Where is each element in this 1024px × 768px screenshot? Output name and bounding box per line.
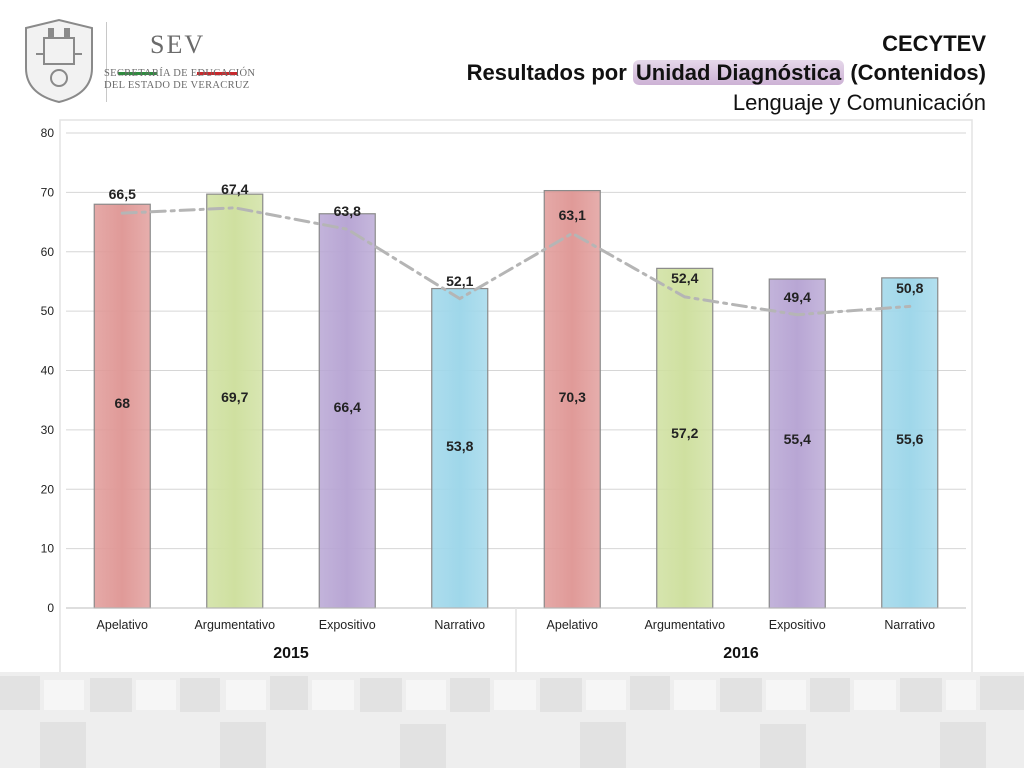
bar: [206, 193, 264, 609]
y-tick-label: 0: [47, 601, 54, 615]
bar-value-label: 68: [114, 395, 130, 411]
line-value-label: 49,4: [784, 289, 811, 305]
bar-value-label: 55,4: [784, 431, 811, 447]
x-tick-label: Narrativo: [884, 618, 935, 632]
line-value-label: 63,8: [334, 203, 361, 219]
y-tick-label: 30: [41, 423, 55, 437]
y-tick-label: 50: [41, 304, 55, 318]
y-tick-label: 40: [41, 364, 55, 378]
bar-value-label: 55,6: [896, 431, 923, 447]
data-labels: 68 69,7 66,4 53,8 70,3 57,2 55,4 55,6 66,5 67,4 63…: [109, 181, 924, 454]
y-axis: 0 10 20 30 40 50 60 70 80: [41, 126, 55, 615]
x-axis: Apelativo Argumentativo Expositivo Narrativ…: [66, 607, 966, 672]
org-title: CECYTEV: [882, 31, 986, 56]
bar: [656, 267, 714, 609]
bar: [431, 287, 489, 609]
line-value-label: 67,4: [221, 181, 248, 197]
bar-value-label: 53,8: [446, 438, 473, 454]
subtitle-highlight: Unidad Diagnóstica: [632, 60, 845, 85]
line-value-label: 52,4: [671, 270, 698, 286]
y-tick-label: 60: [41, 245, 55, 259]
subtitle-prefix: Resultados por: [466, 60, 633, 85]
x-tick-label: Expositivo: [319, 618, 376, 632]
bar-value-label: 69,7: [221, 389, 248, 405]
bar-value-label: 57,2: [671, 425, 698, 441]
decorative-floor: [0, 672, 1024, 768]
bar: [881, 277, 939, 609]
chart-frame: [59, 119, 973, 677]
line-value-label: 50,8: [896, 280, 923, 296]
x-tick-label: Narrativo: [434, 618, 485, 632]
bar: [543, 189, 601, 609]
x-tick-label: Argumentativo: [644, 618, 725, 632]
y-tick-label: 10: [41, 542, 55, 556]
sev-name-line2: DEL ESTADO DE VERACRUZ: [104, 80, 250, 91]
bar: [318, 213, 376, 609]
sev-logo: [14, 14, 264, 106]
line-value-label: 52,1: [446, 273, 473, 289]
subject-area: Lenguaje y Comunicación: [732, 90, 986, 115]
veracruz-shield-icon: [25, 18, 93, 104]
bar: [768, 278, 826, 609]
line-value-label: 66,5: [109, 186, 136, 202]
x-tick-label: Apelativo: [97, 618, 148, 632]
sev-wordmark: SEV: [150, 30, 206, 59]
y-tick-label: 20: [41, 482, 55, 496]
x-tick-label: Apelativo: [547, 618, 598, 632]
group-label: 2015: [273, 645, 309, 662]
y-tick-label: 80: [41, 126, 55, 140]
y-tick-label: 70: [41, 185, 55, 199]
x-tick-label: Argumentativo: [194, 618, 275, 632]
bar: [93, 203, 151, 609]
line-value-label: 63,1: [559, 207, 586, 223]
bar-value-label: 70,3: [559, 389, 586, 405]
slide-header: CECYTEV Resultados por Unidad Diagnóstic…: [467, 30, 986, 118]
bars: [93, 189, 939, 609]
grid: [66, 132, 966, 609]
bar-chart: 0 10 20 30 40 50 60 70 80 68 69,7 66,4 53,8 70,3 57,2…: [41, 119, 973, 677]
subtitle-suffix: (Contenidos): [844, 60, 986, 85]
slide-subtitle: Resultados por Unidad Diagnóstica (Conte…: [467, 58, 986, 88]
sev-name-line1: SECRETARÍA DE EDUCACIÓN: [104, 68, 256, 79]
bar-value-label: 66,4: [334, 399, 361, 415]
x-tick-label: Expositivo: [769, 618, 826, 632]
group-label: 2016: [723, 645, 759, 662]
